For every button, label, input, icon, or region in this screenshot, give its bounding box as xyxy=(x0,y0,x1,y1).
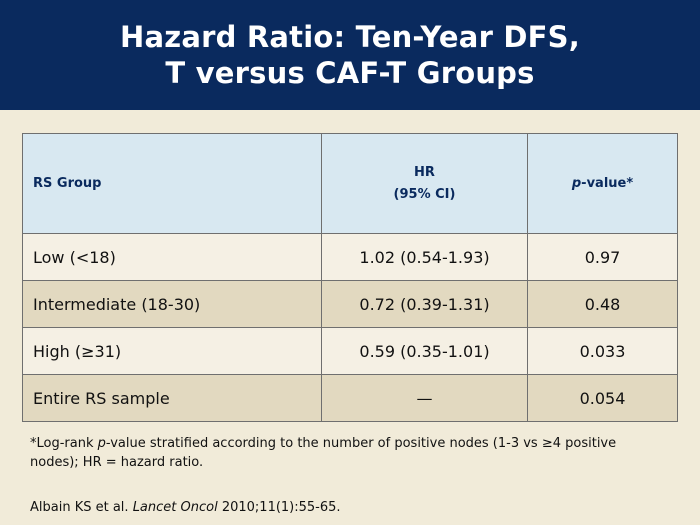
title-bar: Hazard Ratio: Ten-Year DFS, T versus CAF… xyxy=(0,0,700,110)
citation-authors: Albain KS et al. xyxy=(30,500,133,515)
cell-p-value: 0.97 xyxy=(527,233,678,281)
table-row: High (≥31) 0.59 (0.35-1.01) 0.033 xyxy=(22,327,678,375)
footnote: *Log-rank p-value stratified according t… xyxy=(30,434,660,472)
cell-hr: 0.72 (0.39-1.31) xyxy=(321,280,528,328)
cell-hr: — xyxy=(321,374,528,422)
cell-rs-group: Low (<18) xyxy=(22,233,322,281)
slide-title-line-1: Hazard Ratio: Ten-Year DFS, xyxy=(120,20,580,54)
cell-p-value: 0.054 xyxy=(527,374,678,422)
table-header-row: RS Group HR (95% CI) p-value* xyxy=(22,133,678,234)
header-p-value: p-value* xyxy=(527,133,678,234)
cell-rs-group: High (≥31) xyxy=(22,327,322,375)
header-rs-group: RS Group xyxy=(22,133,322,234)
cell-rs-group: Entire RS sample xyxy=(22,374,322,422)
table-row: Intermediate (18-30) 0.72 (0.39-1.31) 0.… xyxy=(22,280,678,328)
cell-p-value: 0.033 xyxy=(527,327,678,375)
footnote-part-1: *Log-rank xyxy=(30,436,98,451)
header-p-rest: -value* xyxy=(581,176,634,191)
citation-journal: Lancet Oncol xyxy=(132,500,218,515)
cell-hr: 1.02 (0.54-1.93) xyxy=(321,233,528,281)
citation: Albain KS et al. Lancet Oncol 2010;11(1)… xyxy=(30,500,341,515)
header-hr: HR (95% CI) xyxy=(321,133,528,234)
table-row: Entire RS sample — 0.054 xyxy=(22,374,678,422)
header-p-italic: p xyxy=(571,176,582,191)
table-row: Low (<18) 1.02 (0.54-1.93) 0.97 xyxy=(22,233,678,281)
cell-rs-group: Intermediate (18-30) xyxy=(22,280,322,328)
hazard-ratio-table: RS Group HR (95% CI) p-value* Low (<18) … xyxy=(22,133,678,422)
slide-title-line-2: T versus CAF-T Groups xyxy=(165,56,535,90)
cell-hr: 0.59 (0.35-1.01) xyxy=(321,327,528,375)
header-hr-ci: (95% CI) xyxy=(393,186,456,202)
footnote-p-italic: p xyxy=(97,436,106,451)
citation-details: 2010;11(1):55-65. xyxy=(217,500,341,515)
cell-p-value: 0.48 xyxy=(527,280,678,328)
header-hr-label: HR xyxy=(414,164,435,180)
footnote-part-2: -value stratified according to the numbe… xyxy=(30,436,617,470)
